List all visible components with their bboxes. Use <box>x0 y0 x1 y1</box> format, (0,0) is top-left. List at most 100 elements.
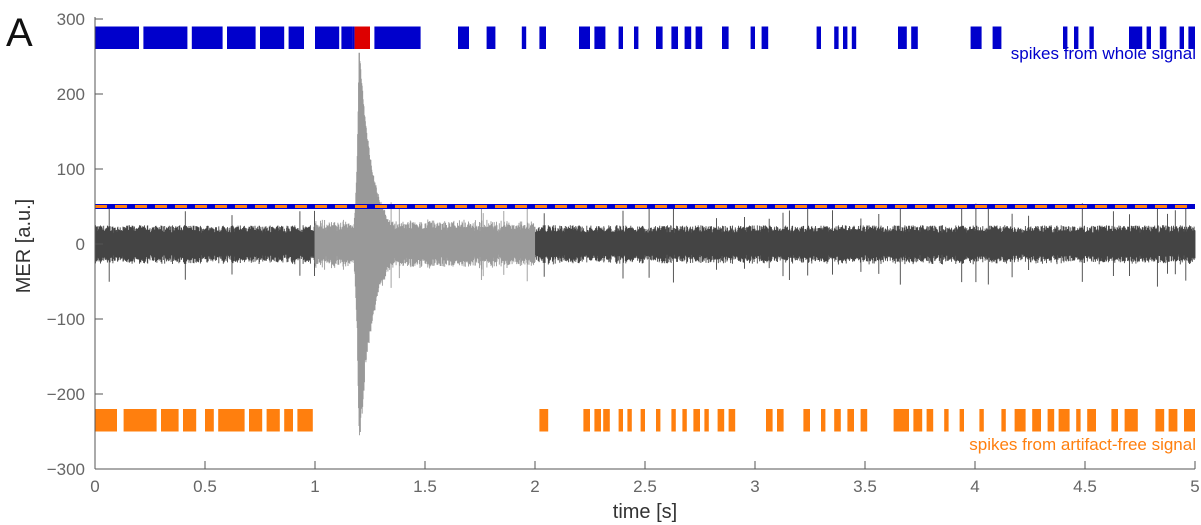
whole-signal-spike-bar <box>1089 26 1094 49</box>
artifact-free-spike-bar <box>860 409 868 432</box>
whole-signal-spike-bar <box>95 26 139 49</box>
x-axis-title: time [s] <box>613 501 677 523</box>
artifact-free-spike-bar <box>717 409 725 432</box>
artifact-free-spike-bar <box>682 409 687 432</box>
y-tick-label: 200 <box>57 85 85 104</box>
whole-signal-spike-bar <box>992 26 1002 49</box>
whole-signal-spike-bar <box>816 26 821 49</box>
whole-signal-spike-bar <box>458 26 469 49</box>
whole-signal-spike-bar <box>1188 26 1195 49</box>
artifact-free-spike-bar <box>1155 409 1165 432</box>
whole-signal-spike-bar <box>851 26 857 49</box>
signal-clean-segment-before <box>94 206 315 282</box>
artifact-free-spike-bar <box>693 409 700 432</box>
x-tick-label: 1.5 <box>413 477 437 496</box>
artifact-free-spike-bar <box>183 409 197 432</box>
artifact-free-spike-bar <box>161 409 179 432</box>
whole-signal-spike-bar <box>288 26 304 49</box>
whole-signal-spike-bar <box>671 26 678 49</box>
artifact-free-spike-bar <box>1111 409 1118 432</box>
artifact-free-spike-bar <box>284 409 293 432</box>
artifact-free-spike-bar <box>728 409 736 432</box>
artifact-free-spike-bar <box>640 409 645 432</box>
x-tick-label: 5 <box>1190 477 1199 496</box>
whole-signal-spike-bar <box>341 26 353 49</box>
whole-signal-spike-bar <box>143 26 188 49</box>
whole-signal-spike-bar <box>970 26 982 49</box>
axes: −300 −200 −100 0 100 200 300 0 0.5 1 1.5 2 2.5 3 3.5 4 4… <box>47 10 1200 496</box>
artifact-free-spike-bar <box>1001 409 1006 432</box>
artifact-free-spike-bar <box>583 409 590 432</box>
signal-artifact-segment <box>314 52 536 436</box>
whole-signal-spike-bar <box>191 26 223 49</box>
whole-signal-spike-bar <box>579 26 590 49</box>
artifact-free-spike-bar <box>123 409 157 432</box>
y-tick-label: −200 <box>47 385 85 404</box>
whole-signal-spike-bar <box>539 26 546 49</box>
artifact-free-spike-bar <box>218 409 245 432</box>
y-tick-label: −300 <box>47 460 85 479</box>
artifact-free-spike-bar <box>594 409 601 432</box>
x-tick-label: 2.5 <box>633 477 657 496</box>
whole-signal-spike-bar <box>618 26 623 49</box>
artifact-spike-highlight <box>354 26 370 49</box>
whole-signal-spike-bar <box>1159 26 1167 49</box>
artifact-free-spike-bar <box>1124 409 1138 432</box>
artifact-free-spike-bar <box>671 409 676 432</box>
artifact-free-spike-bar <box>821 409 826 432</box>
whole-signal-spike-bar <box>634 26 639 49</box>
whole-signal-spike-bar <box>1179 26 1184 49</box>
artifact-free-spike-bar <box>944 409 949 432</box>
whole-signal-spike-bar <box>227 26 256 49</box>
artifact-free-spike-bar <box>1058 409 1070 432</box>
artifact-free-spike-bar <box>926 409 934 432</box>
whole-signal-spike-bar <box>260 26 285 49</box>
artifact-free-spike-bar <box>913 409 923 432</box>
y-tick-label: 300 <box>57 10 85 29</box>
whole-signal-spike-bar <box>594 26 606 49</box>
whole-signal-spike-bar <box>761 26 769 49</box>
artifact-free-spike-bar <box>766 409 773 432</box>
annotation-whole-signal: spikes from whole signal <box>1011 44 1196 63</box>
artifact-free-spike-bar <box>1076 409 1081 432</box>
whole-signal-spike-bar <box>843 26 848 49</box>
signal-clean-segment-after <box>535 203 1196 287</box>
y-tick-label: 100 <box>57 160 85 179</box>
artifact-free-spike-bar <box>297 409 313 432</box>
artifact-free-spike-bar <box>1047 409 1055 432</box>
spike-rasters <box>95 26 1195 432</box>
annotation-artifact-free-signal: spikes from artifact-free signal <box>969 435 1196 454</box>
x-tick-label: 3 <box>750 477 759 496</box>
artifact-free-spike-bar <box>249 409 263 432</box>
whole-signal-spike-bar <box>834 26 839 49</box>
x-tick-label: 4.5 <box>1073 477 1097 496</box>
y-tick-label: −100 <box>47 310 85 329</box>
x-tick-label: 2 <box>530 477 539 496</box>
panel-label: A <box>6 11 33 55</box>
x-tick-label: 1 <box>310 477 319 496</box>
whole-signal-spike-bar <box>656 26 663 49</box>
whole-signal-spike-bar <box>898 26 907 49</box>
artifact-free-spike-bar <box>205 409 214 432</box>
artifact-free-spike-bar <box>847 409 854 432</box>
artifact-free-spike-bar <box>1184 409 1195 432</box>
artifact-free-spike-bar <box>704 409 709 432</box>
artifact-free-spike-bar <box>618 409 623 432</box>
artifact-free-spike-bar <box>627 409 632 432</box>
whole-signal-spike-bar <box>1074 26 1079 49</box>
artifact-free-spike-bar <box>539 409 549 432</box>
y-tick-label: 0 <box>76 235 85 254</box>
artifact-free-spike-bar <box>266 409 280 432</box>
whole-signal-spike-bar <box>911 26 918 49</box>
signal-trace-group <box>94 52 1196 436</box>
artifact-free-spike-bar <box>1032 409 1041 432</box>
artifact-free-spike-bar <box>1168 409 1178 432</box>
artifact-free-spike-bar <box>95 409 117 432</box>
y-axis-title: MER [a.u.] <box>13 199 35 293</box>
artifact-free-spike-bar <box>603 409 610 432</box>
artifact-free-spike-bar <box>777 409 784 432</box>
artifact-free-spike-bar <box>1087 409 1096 432</box>
artifact-free-spike-bar <box>656 409 661 432</box>
whole-signal-spike-bar <box>486 26 496 49</box>
